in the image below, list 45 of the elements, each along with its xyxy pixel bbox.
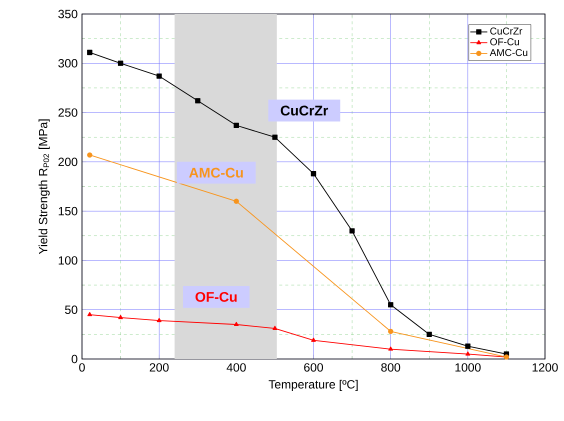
point — [118, 314, 123, 320]
point — [426, 332, 432, 337]
point — [234, 122, 239, 128]
x-tick-label: 600 — [304, 363, 324, 372]
point — [465, 351, 470, 356]
y-tick-label: 350 — [58, 10, 78, 18]
y-tick-label: 150 — [58, 206, 78, 216]
legend-label: OF-Cu — [490, 38, 519, 46]
x-tick-label: 400 — [226, 363, 246, 372]
point — [272, 326, 278, 330]
point — [87, 152, 92, 158]
point — [118, 60, 124, 66]
y-tick-label: 100 — [58, 256, 78, 265]
point — [272, 134, 278, 140]
x-tick-label: 800 — [381, 363, 400, 372]
y-axis-title: Yield Strength R$_{P02}$ [MPa] — [38, 119, 50, 254]
legend-label: AMC-Cu — [490, 49, 528, 56]
point — [388, 328, 394, 334]
point — [311, 338, 316, 342]
point — [87, 50, 92, 56]
point — [195, 98, 200, 104]
y-tick-label: 300 — [58, 59, 78, 68]
point — [234, 322, 239, 326]
x-tick-label: 1200 — [532, 363, 558, 372]
y-tick-label: 50 — [65, 305, 78, 314]
point — [156, 73, 162, 79]
y-tick-label: 200 — [58, 158, 78, 166]
legend-label: CuCrZr — [490, 28, 522, 35]
annotation: OF-Cu — [196, 292, 237, 302]
y-tick-label: 0 — [72, 354, 78, 364]
x-tick-label: 1000 — [455, 363, 481, 372]
annotation: CuCrZr — [280, 106, 328, 116]
point — [310, 171, 316, 176]
point — [388, 346, 394, 351]
point — [234, 198, 239, 204]
point — [349, 228, 355, 234]
point — [156, 318, 162, 322]
x-tick-label: 0 — [79, 363, 85, 372]
x-tick-label: 200 — [150, 363, 169, 372]
y-tick-label: 250 — [58, 108, 78, 117]
point — [87, 312, 92, 316]
x-axis-title: Temperature [ºC] — [268, 380, 358, 391]
point — [388, 302, 394, 308]
point — [465, 344, 470, 349]
annotation: AMC-Cu — [189, 168, 243, 178]
